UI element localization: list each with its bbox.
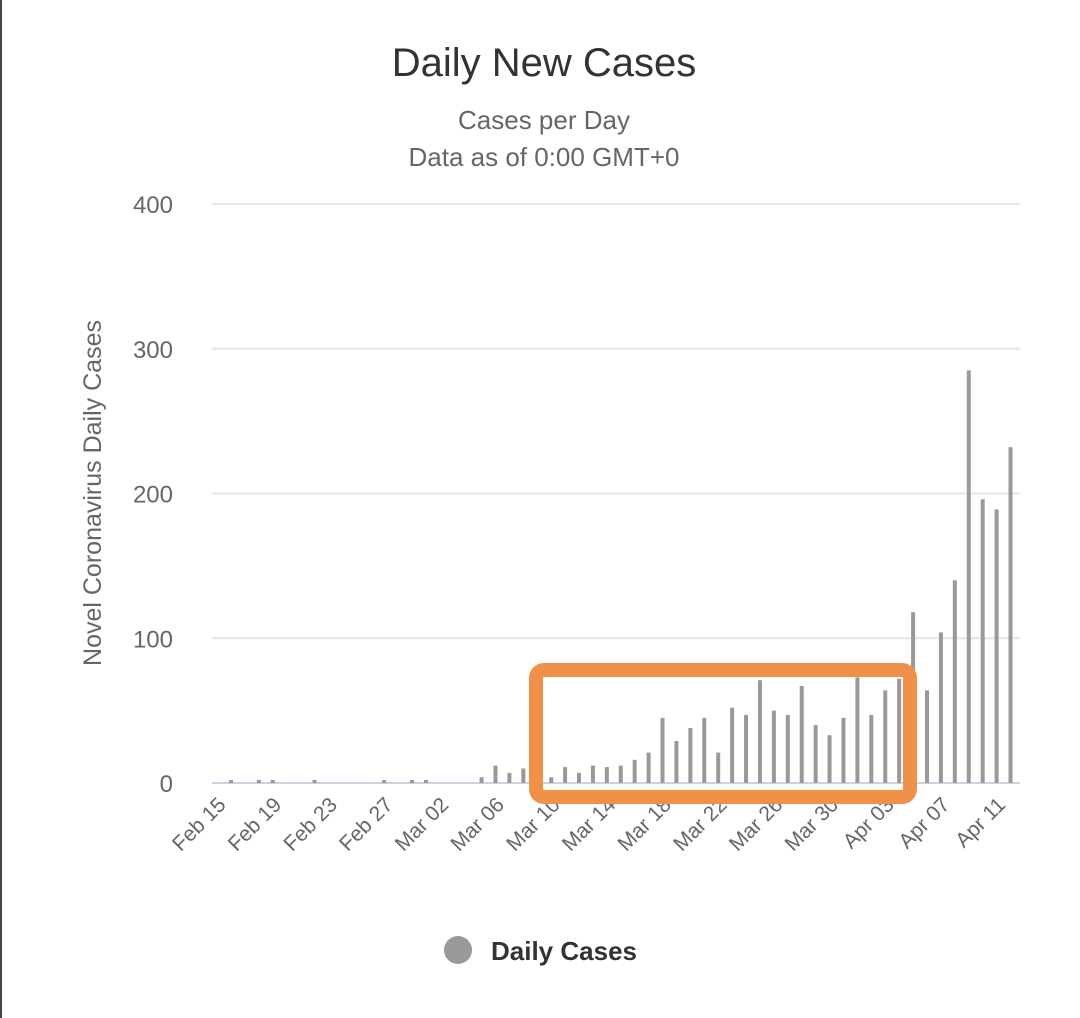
bar[interactable]	[994, 509, 999, 783]
bar[interactable]	[577, 772, 581, 783]
bar[interactable]	[841, 717, 846, 783]
bar[interactable]	[270, 780, 275, 783]
bar[interactable]	[563, 767, 568, 783]
x-tick-label: Apr 11	[951, 793, 1010, 852]
bar[interactable]	[549, 777, 554, 783]
bar[interactable]	[507, 772, 512, 783]
bar[interactable]	[590, 765, 595, 783]
bar[interactable]	[925, 690, 929, 783]
chart-title: Daily New Cases	[392, 41, 697, 85]
bar[interactable]	[980, 499, 985, 783]
bar[interactable]	[660, 717, 665, 783]
y-tick-label: 300	[133, 337, 173, 364]
bar[interactable]	[674, 741, 679, 783]
bar[interactable]	[646, 752, 651, 783]
bar[interactable]	[312, 780, 317, 783]
bar[interactable]	[855, 677, 860, 783]
bar[interactable]	[757, 680, 762, 783]
y-tick-label: 100	[133, 626, 173, 653]
bar[interactable]	[897, 678, 902, 783]
bar[interactable]	[632, 759, 637, 783]
bar[interactable]	[521, 768, 526, 783]
bar[interactable]	[730, 707, 735, 783]
bar[interactable]	[618, 765, 623, 783]
bar[interactable]	[827, 735, 832, 783]
bar[interactable]	[688, 727, 693, 783]
bar[interactable]	[716, 752, 721, 783]
bar[interactable]	[702, 717, 707, 783]
bar[interactable]	[938, 632, 943, 783]
y-tick-label: 400	[133, 192, 173, 219]
bar[interactable]	[409, 780, 414, 783]
x-tick-label: Mar 02	[391, 793, 453, 855]
bar[interactable]	[799, 686, 804, 783]
x-tick-label: Feb 19	[224, 793, 287, 856]
y-tick-label: 0	[160, 771, 173, 798]
legend-label[interactable]: Daily Cases	[491, 936, 637, 966]
bar[interactable]	[952, 580, 957, 783]
highlight-box	[529, 663, 917, 804]
y-tick-label: 200	[133, 482, 173, 509]
chart-subtitle-1: Cases per Day	[458, 105, 630, 135]
legend-marker	[444, 936, 472, 964]
bar[interactable]	[423, 780, 428, 783]
bar[interactable]	[256, 780, 261, 783]
x-tick-label: Feb 27	[335, 793, 398, 856]
bar[interactable]	[744, 714, 749, 783]
x-tick-label: Mar 06	[446, 793, 508, 855]
x-tick-label: Feb 23	[279, 793, 342, 856]
bar[interactable]	[813, 725, 818, 783]
bar[interactable]	[883, 690, 888, 783]
bar[interactable]	[229, 780, 233, 783]
bar[interactable]	[604, 767, 609, 783]
legend[interactable]: Daily Cases	[444, 936, 637, 966]
bar[interactable]	[869, 714, 874, 783]
bar[interactable]	[382, 780, 387, 783]
y-axis-label: Novel Coronavirus Daily Cases	[79, 320, 107, 666]
bar[interactable]	[479, 777, 484, 783]
bar[interactable]	[785, 714, 790, 783]
chart-subtitle-2: Data as of 0:00 GMT+0	[409, 142, 680, 172]
bar[interactable]	[966, 370, 971, 783]
bar[interactable]	[771, 710, 776, 783]
bar[interactable]	[493, 765, 498, 783]
bar[interactable]	[1008, 447, 1013, 783]
x-tick-label: Feb 15	[168, 793, 231, 856]
